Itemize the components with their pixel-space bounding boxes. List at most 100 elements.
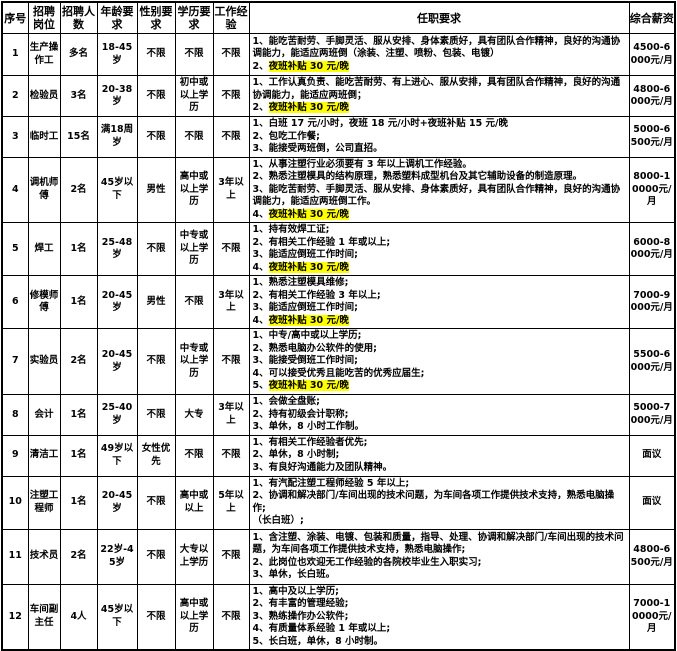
col-header-requirements: 任职要求 <box>248 1 630 34</box>
requirement-text: 1、持有效焊工证; <box>252 224 330 235</box>
cell-gender: 不限 <box>136 116 176 158</box>
highlighted-text: 夜班补贴 30 元/晚 <box>268 380 349 392</box>
table-row: 5 焊工 1名 25-48岁 不限 中专或以上学历 不限 1、持有效焊工证; 2、有相关工作经验… <box>1 222 676 276</box>
cell-position: 实验员 <box>27 328 61 395</box>
cell-count: 15名 <box>59 116 98 158</box>
requirement-text: 2、 <box>252 102 269 114</box>
cell-gender: 男性 <box>136 156 176 223</box>
cell-experience: 5年以上 <box>212 475 250 530</box>
cell-experience: 3年以上 <box>212 156 250 223</box>
cell-salary: 7000-9000元/月 <box>628 275 676 329</box>
cell-age: 20-45岁 <box>96 275 138 329</box>
cell-salary: 5500-6000元/月 <box>628 328 676 395</box>
col-header-salary: 综合薪资 <box>628 1 676 34</box>
cell-count: 1名 <box>59 434 98 477</box>
cell-salary: 面议 <box>628 475 676 530</box>
requirement-line: 1、有相关工作经验者优先; <box>253 437 626 450</box>
col-header-position: 招聘岗位 <box>27 1 61 34</box>
requirement-text: 1、白班 17 元/小时，夜班 18 元/小时+夜班补贴 15 元/晚 <box>252 118 509 129</box>
cell-no: 5 <box>1 222 29 276</box>
requirement-line: 1、工作认真负责、能吃苦耐劳、有上进心、服从安排，具有团队合作精神，良好的沟通协… <box>253 77 626 102</box>
cell-no: 9 <box>1 434 29 477</box>
cell-no: 2 <box>1 75 29 117</box>
cell-position: 注塑工程师 <box>27 475 61 530</box>
cell-salary: 4800-6500元/月 <box>628 528 676 585</box>
col-header-gender: 性别要求 <box>136 1 176 34</box>
cell-gender: 不限 <box>136 394 176 436</box>
requirement-line: 2、有丰富的管理经验; <box>253 598 626 611</box>
requirement-line: 1、有汽配注塑工程师经验 5 年以上; <box>253 478 626 491</box>
requirement-text: 2、包吃工作餐; <box>252 130 320 142</box>
cell-gender: 不限 <box>136 75 176 117</box>
requirement-line: 1、持有效焊工证; <box>253 224 626 237</box>
cell-count: 2名 <box>59 156 98 223</box>
requirement-text: 3、单休，长白班。 <box>252 569 336 580</box>
cell-age: 22岁-45岁 <box>96 528 138 585</box>
requirement-text: 3、能适应倒班工作时间; <box>252 302 358 313</box>
cell-no: 7 <box>1 328 29 395</box>
requirement-text: 4、 <box>252 208 269 220</box>
requirement-line: 2、夜班补贴 30 元/晚 <box>253 102 626 115</box>
col-header-no: 序号 <box>1 1 29 34</box>
cell-count: 2名 <box>59 528 98 585</box>
table-row: 8 会计 1名 25-40岁 不限 大专 3年以上 1、会做全盘账; 2、持有初级会计职称; 3、… <box>1 394 676 436</box>
cell-age: 20-45岁 <box>96 475 138 530</box>
requirement-line: 2、单休，8 小时制; <box>253 449 626 462</box>
requirement-line: 1、会做全盘账; <box>253 396 626 409</box>
requirement-text: 2、 <box>252 60 269 72</box>
cell-age: 20-45岁 <box>96 328 138 395</box>
cell-salary: 5000-6500元/月 <box>628 116 676 158</box>
col-header-age: 年龄要求 <box>96 1 138 34</box>
cell-salary: 7000-10000元/月 <box>628 583 676 651</box>
requirement-text: 1、会做全盘账; <box>252 396 320 407</box>
requirement-line: （长白班）; <box>253 515 626 528</box>
cell-gender: 不限 <box>136 475 176 530</box>
table-body: 1 生产操作工 多名 18-45岁 不限 不限 不限 1、能吃苦耐劳、手脚灵活、服从安排、身体… <box>1 33 676 651</box>
table-row: 7 实验员 2名 20-45岁 不限 中专或以上学历 不限 1、中专/高中或以上学历; 2、熟悉… <box>1 328 676 395</box>
requirement-line: 5、夜班补贴 30 元/晚 <box>253 380 626 393</box>
requirement-line: 3、单休，8 小时工作制。 <box>253 421 626 434</box>
cell-position: 车间副主任 <box>27 583 61 651</box>
col-header-education: 学历要求 <box>174 1 214 34</box>
cell-count: 1名 <box>59 394 98 436</box>
col-header-count: 招聘人数 <box>59 1 98 34</box>
highlighted-text: 夜班补贴 30 元/晚 <box>268 60 349 72</box>
cell-experience: 3年以上 <box>212 394 250 436</box>
cell-no: 8 <box>1 394 29 436</box>
cell-education: 中专或以上学历 <box>174 222 214 276</box>
requirement-text: 5、长白班，单休，8 小时制。 <box>252 635 384 647</box>
requirement-line: 1、能吃苦耐劳、手脚灵活、服从安排、身体素质好，具有团队合作精神，良好的沟通协调… <box>253 36 626 61</box>
requirement-line: 2、熟悉电脑办公软件的使用; <box>253 343 626 356</box>
cell-experience: 不限 <box>212 328 250 395</box>
cell-education: 初中或以上学历 <box>174 75 214 117</box>
cell-experience: 不限 <box>212 75 250 117</box>
requirement-text: 2、有丰富的管理经验; <box>252 598 349 609</box>
cell-requirements: 1、熟悉注塑模具维修; 2、有相关工作经验 3 年以上; 3、能适应倒班工作时间; 4… <box>248 275 630 329</box>
cell-education: 高中或以上学历 <box>174 583 214 651</box>
requirement-line: 1、含注塑、涂装、电镀、包装和质量，指导、处理、协调和解决部门/车间出现的技术问… <box>253 532 626 557</box>
requirement-line: 2、包吃工作餐; <box>253 131 626 144</box>
requirement-line: 2、熟悉注塑模具的结构原理，熟悉塑料成型机台及其它辅助设备的制造原理。 <box>253 171 626 184</box>
requirement-line: 2、持有初级会计职称; <box>253 409 626 422</box>
table-row: 4 调机师傅 2名 45岁以下 男性 高中或以上学历 3年以上 1、从事注塑行业必须要有 3 … <box>1 156 676 223</box>
cell-experience: 不限 <box>212 583 250 651</box>
requirement-line: 2、夜班补贴 30 元/晚 <box>252 60 626 74</box>
cell-gender: 不限 <box>136 328 176 395</box>
cell-age: 49岁以下 <box>96 434 138 477</box>
requirement-text: 1、工作认真负责、能吃苦耐劳、有上进心、服从安排，具有团队合作精神，良好的沟通协… <box>252 77 621 101</box>
cell-salary: 4500-6000元/月 <box>628 33 676 76</box>
cell-count: 3名 <box>59 75 98 117</box>
requirement-line: 3、能接受两班倒，公司直招。 <box>253 143 626 156</box>
requirement-text: 4、有质量体系经验 1 年或以上; <box>252 623 391 634</box>
cell-requirements: 1、工作认真负责、能吃苦耐劳、有上进心、服从安排，具有团队合作精神，良好的沟通协… <box>248 75 630 117</box>
requirement-line: 2、协调和解决部门/车间出现的技术问题，为车间各项工作提供技术支持，熟悉电脑操作… <box>253 490 626 515</box>
requirement-line: 4、夜班补贴 30 元/晚 <box>253 314 626 328</box>
cell-education: 大专以上学历 <box>174 528 214 585</box>
cell-salary: 6000-8000元/月 <box>628 222 676 276</box>
cell-no: 3 <box>1 116 29 158</box>
requirement-text: 2、此岗位也欢迎无工作经验的各院校毕业生入职实习; <box>252 556 482 568</box>
requirement-text: 1、中专/高中或以上学历; <box>252 330 362 342</box>
cell-education: 高中或以上学历 <box>174 156 214 223</box>
requirement-line: 1、白班 17 元/小时，夜班 18 元/小时+夜班补贴 15 元/晚 <box>253 118 626 131</box>
